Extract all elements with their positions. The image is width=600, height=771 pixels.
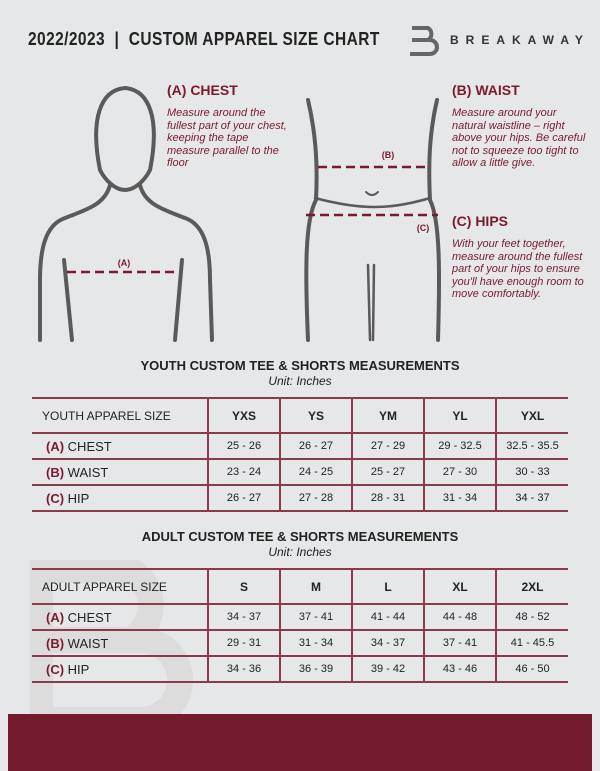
table-row: (B) WAIST 29 - 31 31 - 34 34 - 37 37 - 41 41 … [32, 629, 568, 657]
measurement-code: (B) [46, 635, 65, 651]
waist-marker: (B) [382, 150, 395, 160]
measurement-value: 24 - 25 [279, 458, 352, 486]
measurement-value: 27 - 29 [351, 432, 424, 460]
measurement-name: CHEST [67, 609, 112, 625]
measurement-name: WAIST [67, 635, 109, 651]
measurement-name: CHEST [67, 438, 112, 454]
measurement-code: (A) [46, 438, 65, 454]
measurement-value: 34 - 37 [351, 629, 424, 657]
measurement-label: (C) HIP [32, 484, 208, 512]
measurement-value: 39 - 42 [351, 655, 424, 683]
measurement-value: 46 - 50 [495, 655, 568, 683]
hips-description: With your feet together, measure around … [452, 238, 584, 301]
chest-description: Measure around the fullest part of your … [167, 107, 287, 170]
size-header: YS [279, 397, 352, 434]
measurement-value: 32.5 - 35.5 [495, 432, 568, 460]
waist-heading: (B) WAIST [452, 82, 520, 98]
measurement-value: 37 - 41 [279, 603, 352, 631]
measurement-value: 29 - 32.5 [423, 432, 496, 460]
upper-body-outline [38, 85, 214, 342]
footer-bar [8, 714, 592, 771]
youth-unit: Unit: Inches [268, 374, 332, 388]
measurement-code: (A) [46, 609, 65, 625]
youth-size-table: YOUTH APPAREL SIZE YXS YS YM YL YXL (A) CHEST 2… [32, 397, 568, 512]
measurement-value: 25 - 26 [207, 432, 280, 460]
measurement-value: 31 - 34 [423, 484, 496, 512]
header-row: ADULT APPAREL SIZE S M L XL 2XL [32, 568, 568, 605]
measurement-value: 27 - 28 [279, 484, 352, 512]
measurement-value: 41 - 45.5 [495, 629, 568, 657]
measurement-code: (B) [46, 464, 65, 480]
brand-name: BREAKAWAY [450, 33, 590, 47]
measurement-value: 30 - 33 [495, 458, 568, 486]
measurement-value: 34 - 36 [207, 655, 280, 683]
page-title: 2022/2023 | CUSTOM APPAREL SIZE CHART [28, 29, 380, 49]
measurement-value: 23 - 24 [207, 458, 280, 486]
size-header: YXS [207, 397, 280, 434]
size-header: L [351, 568, 424, 605]
size-label: YOUTH APPAREL SIZE [32, 397, 208, 434]
hips-marker: (C) [417, 223, 430, 233]
size-header: S [207, 568, 280, 605]
chest-marker: (A) [118, 258, 131, 268]
breakaway-logo-icon [410, 26, 439, 56]
measurement-value: 48 - 52 [495, 603, 568, 631]
measurement-value: 44 - 48 [423, 603, 496, 631]
measurement-value: 43 - 46 [423, 655, 496, 683]
size-header: YM [351, 397, 424, 434]
measurement-value: 36 - 39 [279, 655, 352, 683]
measurement-value: 27 - 30 [423, 458, 496, 486]
measurement-value: 31 - 34 [279, 629, 352, 657]
table-row: (B) WAIST 23 - 24 24 - 25 25 - 27 27 - 30 30 … [32, 458, 568, 486]
table-row: (C) HIP 26 - 27 27 - 28 28 - 31 31 - 34 34 - … [32, 484, 568, 512]
size-header: YXL [495, 397, 568, 434]
body-measurement-figures: (A) (B) (C) [38, 85, 442, 342]
table-row: (C) HIP 34 - 36 36 - 39 39 - 42 43 - 46 46 - … [32, 655, 568, 683]
measurement-label: (B) WAIST [32, 629, 208, 657]
adult-size-table: ADULT APPAREL SIZE S M L XL 2XL (A) CHEST 34 - … [32, 568, 568, 683]
measurement-name: HIP [67, 661, 90, 677]
measurement-value: 41 - 44 [351, 603, 424, 631]
chest-heading: (A) CHEST [167, 82, 238, 98]
measurement-value: 37 - 41 [423, 629, 496, 657]
waist-description: Measure around your natural waistline – … [452, 107, 586, 170]
measurement-name: HIP [67, 490, 90, 506]
table-row: (A) CHEST 25 - 26 26 - 27 27 - 29 29 - 32.5 3… [32, 432, 568, 460]
table-row: (A) CHEST 34 - 37 37 - 41 41 - 44 44 - 48 48 … [32, 603, 568, 631]
adult-section-title: ADULT CUSTOM TEE & SHORTS MEASUREMENTS [141, 529, 459, 544]
measurement-value: 34 - 37 [207, 603, 280, 631]
measurement-label: (C) HIP [32, 655, 208, 683]
measurement-name: WAIST [67, 464, 109, 480]
header-row: YOUTH APPAREL SIZE YXS YS YM YL YXL [32, 397, 568, 434]
measurement-value: 26 - 27 [207, 484, 280, 512]
youth-section-title: YOUTH CUSTOM TEE & SHORTS MEASUREMENTS [140, 358, 460, 373]
size-header: 2XL [495, 568, 568, 605]
measurement-label: (A) CHEST [32, 603, 208, 631]
lower-body-outline [304, 98, 442, 342]
measurement-label: (A) CHEST [32, 432, 208, 460]
measurement-label: (B) WAIST [32, 458, 208, 486]
size-header: M [279, 568, 352, 605]
hips-heading: (C) HIPS [452, 213, 508, 229]
measurement-value: 26 - 27 [279, 432, 352, 460]
measurement-code: (C) [46, 661, 65, 677]
measurement-value: 34 - 37 [495, 484, 568, 512]
adult-unit: Unit: Inches [268, 545, 332, 559]
measurement-value: 29 - 31 [207, 629, 280, 657]
measurement-code: (C) [46, 490, 65, 506]
size-header: YL [423, 397, 496, 434]
measurement-value: 28 - 31 [351, 484, 424, 512]
measurement-value: 25 - 27 [351, 458, 424, 486]
size-label: ADULT APPAREL SIZE [32, 568, 208, 605]
size-header: XL [423, 568, 496, 605]
